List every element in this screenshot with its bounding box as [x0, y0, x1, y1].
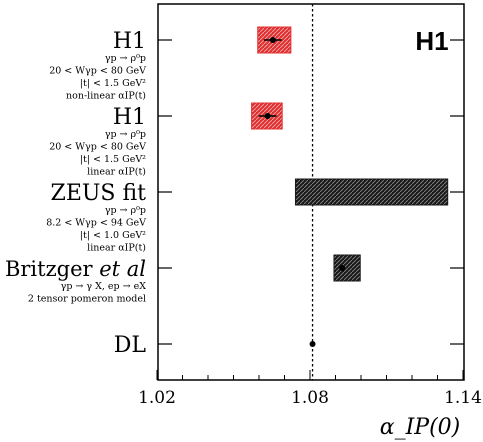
row-detail-line: 20 < Wγp < 80 GeV	[49, 66, 146, 77]
central-value-point	[339, 265, 346, 271]
row-detail-line: linear αIP(t)	[87, 167, 146, 178]
row-detail-line: 20 < Wγp < 80 GeV	[49, 142, 146, 153]
row-name: H1	[113, 105, 146, 130]
x-tick-label: 1.14	[444, 388, 482, 408]
row-detail-line: non-linear αIP(t)	[66, 91, 146, 102]
uncertainty-box	[333, 254, 361, 282]
row-name: ZEUS fit	[51, 181, 147, 206]
central-value-point	[269, 37, 276, 43]
row-name: Britzger et al	[5, 257, 146, 281]
uncertainty-box	[294, 178, 449, 206]
central-value-point	[309, 341, 316, 347]
x-tick-label: 1.02	[138, 388, 176, 408]
row-detail-line: |t| < 1.5 GeV²	[80, 154, 146, 165]
row-detail-line: |t| < 1.0 GeV²	[80, 230, 146, 241]
row-detail-line: 2 tensor pomeron model	[28, 294, 146, 305]
experiment-label: H1	[415, 26, 448, 56]
row-detail-line: |t| < 1.5 GeV²	[80, 78, 146, 89]
row-name: H1	[113, 29, 146, 54]
row-detail-line: linear αIP(t)	[87, 243, 146, 254]
row-detail-line: γp → ρ⁰p	[105, 53, 146, 64]
row-name: DL	[114, 333, 147, 358]
row-detail-line: γp → γ X, ep → eX	[61, 281, 147, 292]
row-detail-line: γp → ρ⁰p	[105, 129, 146, 140]
row-detail-line: 8.2 < Wγp < 94 GeV	[46, 218, 146, 229]
x-axis-title: α_IP(0)	[380, 415, 461, 440]
x-tick-label: 1.08	[291, 388, 329, 408]
central-value-point	[264, 113, 271, 119]
row-detail-line: γp → ρ⁰p	[105, 205, 146, 216]
